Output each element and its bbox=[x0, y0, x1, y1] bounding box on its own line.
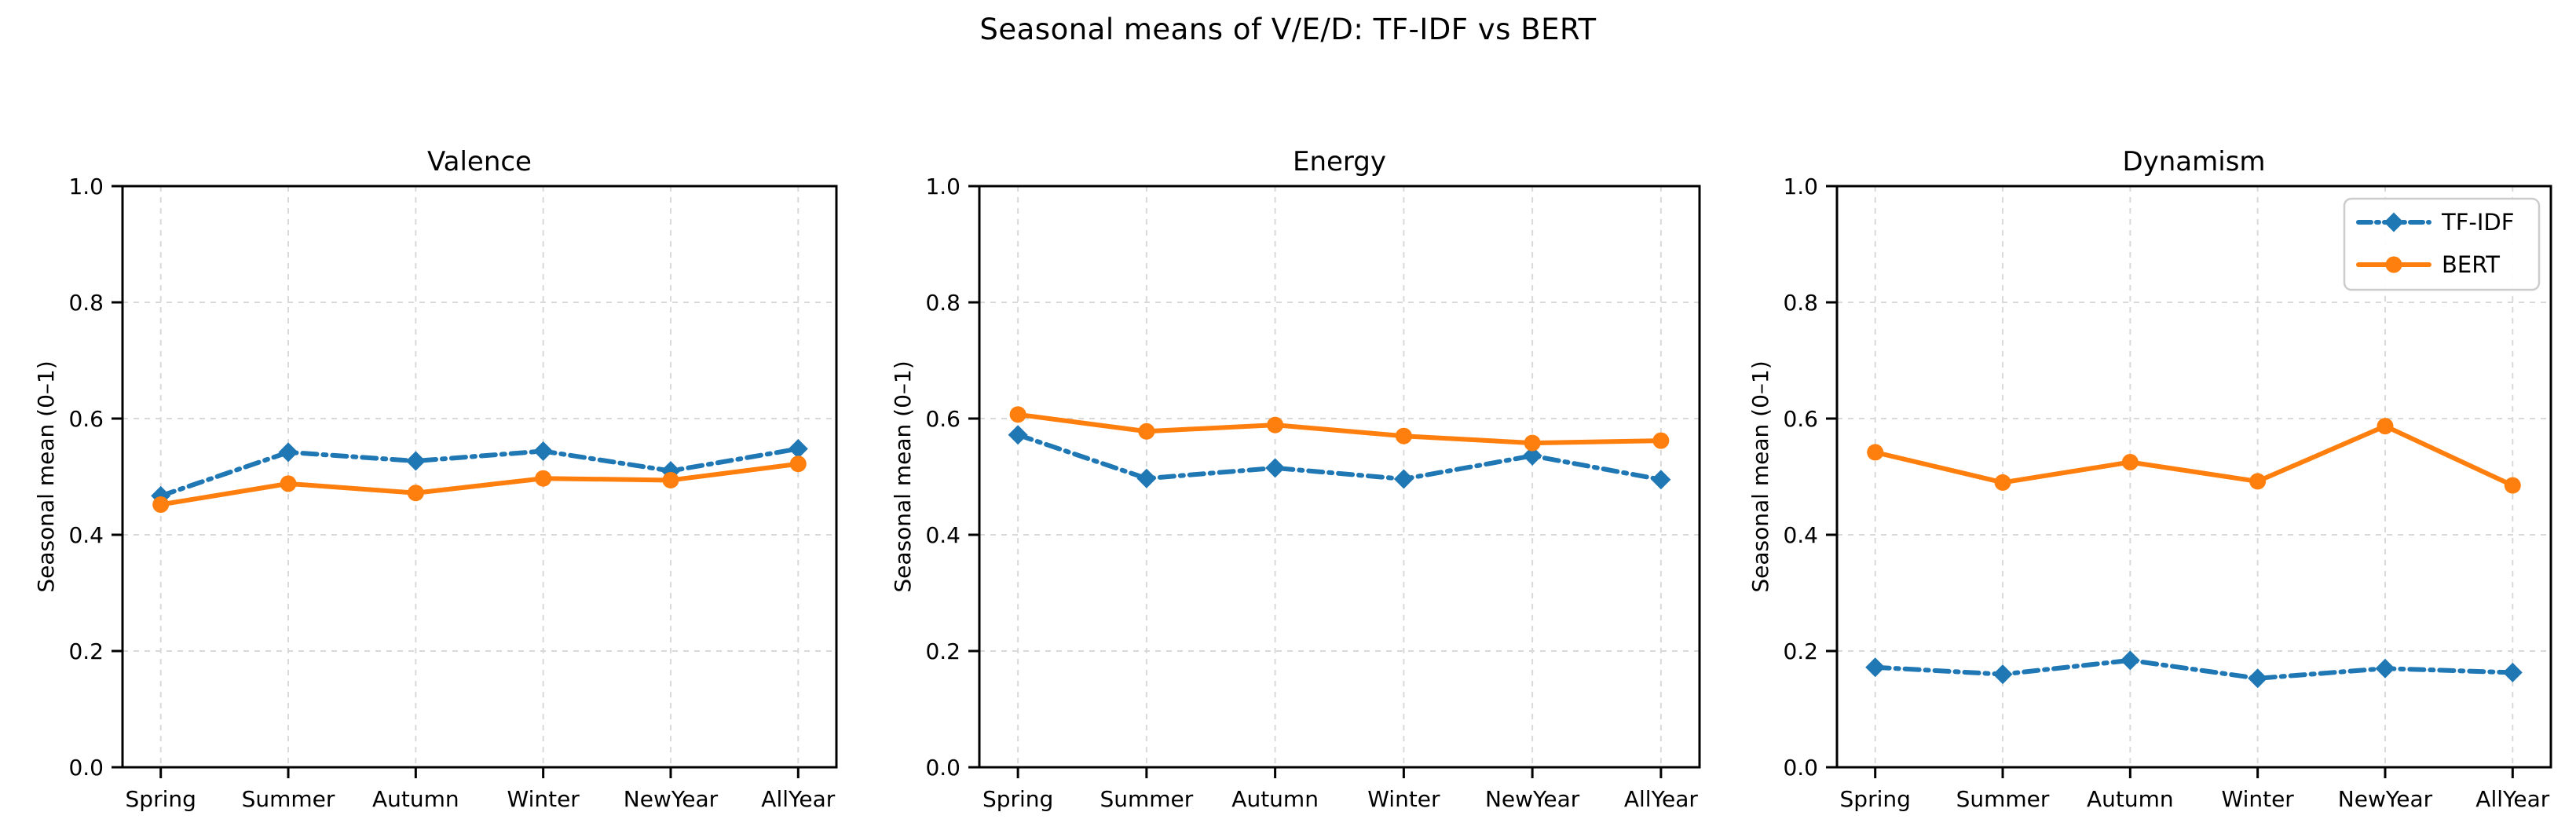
marker-circle-bert bbox=[2377, 418, 2394, 435]
marker-diamond-tf-idf bbox=[1265, 458, 1286, 478]
y-axis-label: Seasonal mean (0–1) bbox=[1747, 360, 1773, 592]
x-tick-label: Spring bbox=[126, 786, 196, 812]
series-line-tf-idf bbox=[158, 446, 801, 499]
x-tick-label: Spring bbox=[982, 786, 1053, 812]
series-line-tf-idf bbox=[1015, 432, 1663, 482]
marker-circle-bert bbox=[1138, 422, 1155, 440]
marker-diamond-tf-idf bbox=[1008, 425, 1028, 445]
y-tick-label: 0.2 bbox=[925, 638, 961, 664]
marker-circle-bert bbox=[2121, 454, 2139, 470]
y-tick-label: 0.0 bbox=[925, 755, 961, 781]
marker-circle-bert bbox=[2504, 477, 2521, 494]
marker-circle-bert bbox=[2249, 473, 2267, 490]
y-tick-label: 1.0 bbox=[1783, 174, 1818, 199]
y-tick-label: 0.2 bbox=[1783, 638, 1818, 664]
y-tick-label: 0.0 bbox=[1783, 755, 1818, 781]
y-tick-label: 0.8 bbox=[1783, 290, 1818, 316]
marker-circle-bert bbox=[1009, 406, 1026, 423]
y-tick-label: 0.6 bbox=[925, 406, 961, 432]
x-tick-label: AllYear bbox=[1624, 786, 1698, 812]
figure-suptitle: Seasonal means of V/E/D: TF-IDF vs BERT bbox=[979, 13, 1597, 46]
marker-circle-bert bbox=[1994, 474, 2011, 491]
series-line-bert bbox=[158, 461, 801, 507]
series-line-tf-idf bbox=[1872, 657, 2516, 681]
y-tick-label: 0.8 bbox=[925, 290, 961, 316]
subplot-dynamism: 0.0 0.2 0.4 0.6 0.8 1.0 Spring Summer Autumn Wint… bbox=[1747, 146, 2552, 812]
y-tick-label: 0.6 bbox=[68, 406, 104, 432]
y-tick-label: 0.6 bbox=[1783, 406, 1818, 432]
x-tick-label: Summer bbox=[242, 786, 335, 812]
marker-diamond-tf-idf bbox=[405, 451, 426, 471]
marker-circle-bert bbox=[662, 471, 679, 488]
x-tick-label: Spring bbox=[1840, 786, 1911, 812]
legend-marker-diamond bbox=[2384, 212, 2404, 232]
x-tick-label: Autumn bbox=[372, 786, 459, 812]
marker-diamond-tf-idf bbox=[533, 441, 554, 461]
legend: TF-IDF BERT bbox=[2343, 197, 2541, 291]
marker-diamond-tf-idf bbox=[2375, 658, 2395, 679]
x-tick-label: Summer bbox=[1956, 786, 2050, 812]
axes-box bbox=[978, 185, 1701, 769]
y-tick-label: 0.8 bbox=[68, 290, 104, 316]
x-tick-label: NewYear bbox=[2338, 786, 2433, 812]
y-tick-label: 0.4 bbox=[1783, 522, 1818, 548]
legend-marker-circle bbox=[2385, 256, 2402, 273]
y-tick-label: 1.0 bbox=[925, 174, 961, 199]
marker-circle-bert bbox=[535, 470, 552, 487]
axes-box bbox=[1835, 185, 2552, 769]
subplot-title: Dynamism bbox=[2122, 146, 2265, 177]
legend-label: TF-IDF bbox=[2441, 209, 2514, 236]
series-line-bert bbox=[1872, 423, 2516, 488]
marker-diamond-tf-idf bbox=[1393, 469, 1414, 489]
legend-label: BERT bbox=[2442, 251, 2500, 278]
x-tick-label: NewYear bbox=[1485, 786, 1580, 812]
marker-circle-bert bbox=[1867, 444, 1884, 461]
marker-circle-bert bbox=[789, 455, 807, 473]
marker-diamond-tf-idf bbox=[2502, 662, 2523, 682]
y-tick-label: 1.0 bbox=[68, 174, 104, 199]
marker-circle-bert bbox=[1267, 416, 1284, 433]
x-tick-label: NewYear bbox=[624, 786, 719, 812]
marker-circle-bert bbox=[1524, 434, 1541, 452]
marker-circle-bert bbox=[1652, 432, 1670, 449]
subplot-valence: 0.0 0.2 0.4 0.6 0.8 1.0 Spring Summer Autumn Wint… bbox=[33, 146, 838, 812]
marker-diamond-tf-idf bbox=[1865, 657, 1886, 678]
subplot-title: Valence bbox=[427, 146, 532, 177]
marker-diamond-tf-idf bbox=[1136, 468, 1157, 488]
marker-diamond-tf-idf bbox=[1522, 445, 1542, 466]
marker-diamond-tf-idf bbox=[2120, 650, 2140, 671]
y-tick-label: 0.0 bbox=[68, 755, 104, 781]
x-tick-label: Winter bbox=[507, 786, 580, 812]
axes-box bbox=[121, 185, 838, 769]
marker-diamond-tf-idf bbox=[2248, 668, 2268, 689]
y-tick-label: 0.2 bbox=[68, 638, 104, 664]
x-tick-label: Winter bbox=[2222, 786, 2295, 812]
y-tick-label: 0.4 bbox=[925, 522, 961, 548]
x-tick-label: Summer bbox=[1100, 786, 1193, 812]
x-tick-label: AllYear bbox=[761, 786, 835, 812]
marker-diamond-tf-idf bbox=[278, 442, 298, 463]
x-tick-label: Winter bbox=[1367, 786, 1440, 812]
marker-circle-bert bbox=[407, 485, 424, 502]
y-tick-label: 0.4 bbox=[68, 522, 104, 548]
y-axis-label: Seasonal mean (0–1) bbox=[890, 360, 916, 592]
subplot-energy: 0.0 0.2 0.4 0.6 0.8 1.0 Spring Summer Autumn Wint… bbox=[890, 146, 1701, 812]
subplot-title: Energy bbox=[1293, 146, 1386, 177]
marker-circle-bert bbox=[280, 475, 297, 492]
marker-diamond-tf-idf bbox=[788, 438, 808, 459]
x-tick-label: Autumn bbox=[1231, 786, 1319, 812]
marker-circle-bert bbox=[152, 496, 170, 514]
marker-diamond-tf-idf bbox=[1992, 664, 2013, 685]
marker-circle-bert bbox=[1395, 427, 1412, 444]
x-tick-label: AllYear bbox=[2475, 786, 2549, 812]
y-axis-label: Seasonal mean (0–1) bbox=[33, 360, 59, 592]
marker-diamond-tf-idf bbox=[1651, 470, 1671, 490]
x-tick-label: Autumn bbox=[2087, 786, 2174, 812]
series-line-bert bbox=[1015, 412, 1663, 446]
